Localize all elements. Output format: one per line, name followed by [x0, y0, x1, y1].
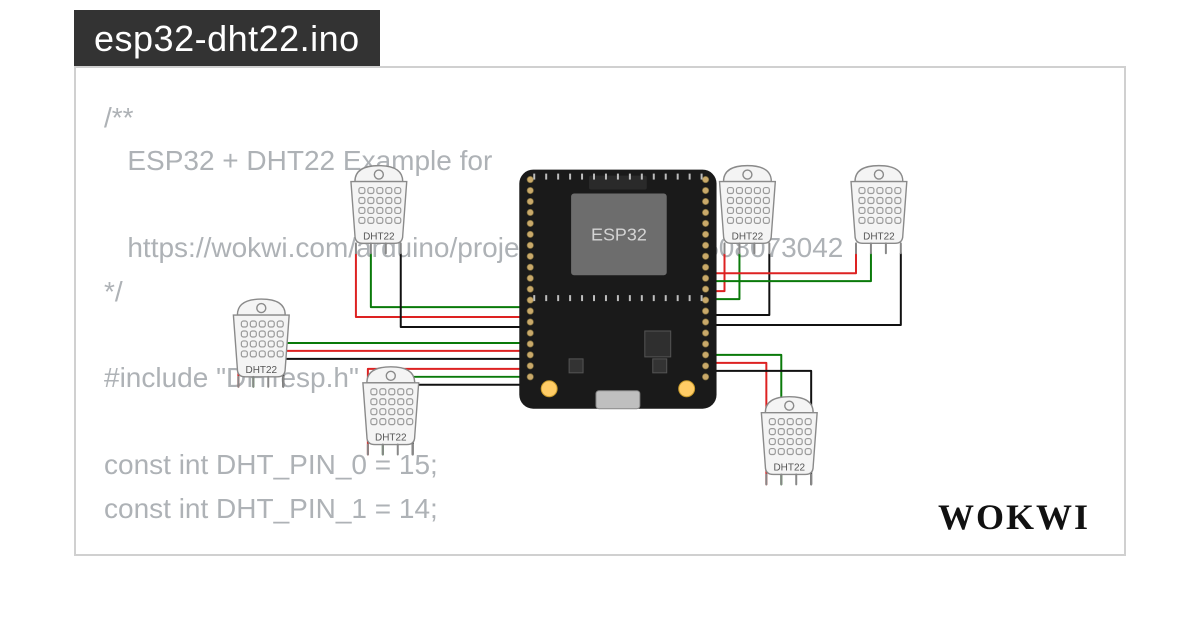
preview-card: /** ESP32 + DHT22 Example for https://wo… [74, 66, 1126, 556]
wokwi-logo: WOKWI [938, 496, 1090, 538]
code-preview: /** ESP32 + DHT22 Example for https://wo… [104, 96, 1096, 526]
file-title-tab: esp32-dht22.ino [74, 10, 380, 70]
wokwi-logo-text: WOKWI [938, 497, 1090, 537]
file-title: esp32-dht22.ino [94, 18, 360, 59]
